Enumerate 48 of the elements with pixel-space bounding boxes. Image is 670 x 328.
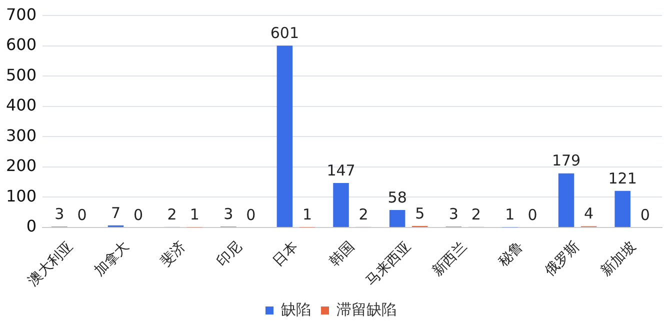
y-tick-label: 700 <box>6 4 37 24</box>
data-label: 3 <box>54 205 64 224</box>
x-tick-label: 新西兰 <box>429 238 470 280</box>
y-tick-label: 300 <box>6 126 37 145</box>
data-label: 4 <box>584 204 594 223</box>
y-tick-label: 200 <box>6 156 37 176</box>
data-label: 121 <box>608 169 637 188</box>
x-tick-label: 斐济 <box>158 238 189 270</box>
data-label: 1 <box>190 206 200 224</box>
data-label: 0 <box>640 206 650 224</box>
data-label: 1 <box>302 206 312 224</box>
bar <box>333 183 349 228</box>
bar <box>558 173 574 228</box>
x-tick-label: 澳大利亚 <box>25 238 76 290</box>
data-label: 0 <box>246 206 256 224</box>
x-tick-label: 马来西亚 <box>363 238 414 290</box>
x-tick-label: 新加坡 <box>598 238 640 280</box>
data-label: 0 <box>77 206 87 224</box>
data-label: 601 <box>270 24 300 42</box>
y-tick-label: 400 <box>6 96 37 115</box>
data-label: 0 <box>134 206 144 224</box>
bar <box>276 46 293 228</box>
data-label: 2 <box>471 205 481 224</box>
legend-label: 缺陷 <box>281 300 311 318</box>
x-tick-label: 秘鲁 <box>496 238 527 270</box>
data-label: 5 <box>415 204 425 222</box>
data-label: 2 <box>358 205 368 224</box>
x-tick-label: 俄罗斯 <box>542 238 583 280</box>
y-tick-label: 500 <box>6 65 37 84</box>
bar <box>389 210 406 228</box>
legend-label: 滞留缺陷 <box>336 300 396 318</box>
data-label: 58 <box>388 188 407 206</box>
bar <box>614 190 630 228</box>
y-tick-label: 600 <box>6 35 37 54</box>
data-label: 0 <box>528 206 538 224</box>
data-label: 147 <box>326 161 356 180</box>
data-label: 3 <box>448 205 458 224</box>
x-tick-label: 韩国 <box>326 238 358 270</box>
x-tick-label: 日本 <box>270 238 302 270</box>
data-label: 2 <box>167 205 177 224</box>
y-tick-label: 0 <box>26 216 37 236</box>
data-label: 7 <box>110 204 121 222</box>
x-tick-label: 印尼 <box>214 238 246 270</box>
data-label: 1 <box>505 206 515 224</box>
data-label: 179 <box>552 152 581 170</box>
x-tick-label: 加拿大 <box>91 238 132 280</box>
data-label: 3 <box>224 205 234 224</box>
y-tick-label: 100 <box>6 186 37 206</box>
